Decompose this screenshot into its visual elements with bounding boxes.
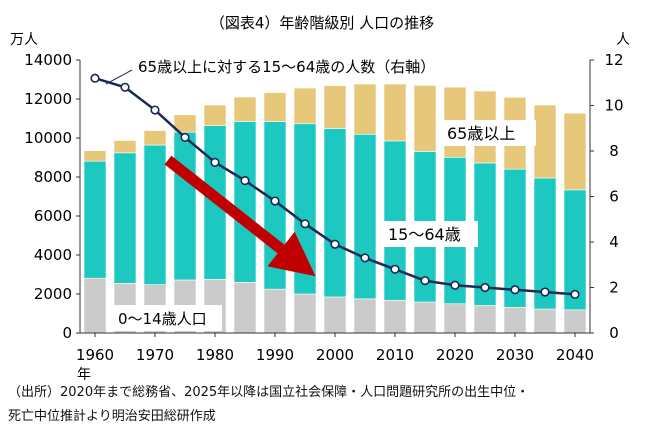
bar-segment-age-65-plus-1975 (173, 114, 197, 133)
ratio-point-1975 (180, 132, 190, 142)
bar-segment-age-0-14-1990 (263, 288, 287, 334)
left-axis-tick-label: 14000 (24, 51, 72, 69)
ratio-point-1980 (210, 157, 220, 167)
line-label-leader (105, 69, 133, 85)
ratio-point-2035 (540, 287, 550, 297)
ratio-point-2040 (570, 289, 580, 299)
bar-segment-age-65-plus-1995 (293, 87, 317, 125)
x-axis-tick-label: 2040 (556, 346, 594, 364)
bar-segment-age-15-64-1985 (233, 121, 257, 283)
bar-segment-age-0-14-1995 (293, 293, 317, 334)
right-axis-tick-label: 6 (609, 188, 619, 206)
chart-title: （図表4）年齢階級別 人口の推移 (210, 14, 434, 32)
x-axis-tick-label: 2010 (376, 346, 414, 364)
left-axis-unit: 万人 (10, 32, 38, 48)
ratio-line-series (90, 73, 580, 299)
right-axis-tick-label: 0 (609, 324, 619, 342)
bar-segment-age-0-14-1960 (83, 277, 107, 334)
right-axis-tick-label: 12 (604, 51, 623, 69)
left-axis-tick-label: 12000 (24, 90, 72, 108)
x-axis-tick-label: 1980 (196, 346, 234, 364)
ratio-point-2030 (510, 285, 520, 295)
source-note-line-2: 死亡中位推計より明治安田総研作成 (8, 409, 216, 424)
ratio-point-2025 (480, 282, 490, 293)
ratio-point-2010 (390, 264, 400, 274)
bar-segment-age-15-64-2010 (383, 140, 407, 301)
left-axis-tick-label: 10000 (24, 129, 72, 147)
bar-segment-age-0-14-2025 (473, 305, 497, 334)
right-axis-tick-label: 10 (604, 97, 623, 115)
x-axis-tick-label: 1960 (76, 346, 114, 364)
ratio-point-2000 (330, 239, 340, 249)
axes-group: 0 2000 4000 6000 8000 10000 12000 14000 0 2 4 6 8 10 1… (24, 51, 623, 380)
bar-segment-age-15-64-2000 (323, 128, 347, 298)
right-axis-tick-label: 8 (609, 142, 619, 160)
ratio-point-2005 (360, 253, 370, 263)
x-axis-tick-label: 2020 (436, 346, 474, 364)
population-chart: （図表4）年齢階級別 人口の推移 万人 人 0 2000 4000 6000 8000 1… (10, 14, 630, 380)
bar-segment-age-65-plus-1985 (233, 96, 257, 122)
source-note-line-1: （出所）2020年まで総務省、2025年以降は国立社会保障・人口問題研究所の出生… (8, 385, 530, 400)
bar-segment-age-65-plus-1960 (83, 150, 107, 162)
label-65-box (438, 120, 536, 146)
bar-segment-age-65-plus-2000 (323, 85, 347, 129)
ratio-point-1990 (270, 196, 280, 206)
ratio-point-1995 (300, 219, 310, 229)
bar-segment-age-65-plus-1965 (113, 140, 137, 154)
ratio-point-2015 (420, 276, 430, 286)
bar-segment-age-0-14-2010 (383, 299, 407, 334)
bar-segment-age-65-plus-1970 (143, 130, 167, 146)
bar-segment-age-15-64-1970 (143, 144, 167, 285)
left-axis-tick-label: 6000 (34, 207, 72, 225)
left-axis-tick-label: 4000 (34, 246, 72, 264)
bar-segment-age-15-64-1965 (113, 152, 137, 284)
label-15-64: 15～64歳 (388, 225, 461, 244)
right-axis-tick-label: 2 (609, 279, 619, 297)
ratio-point-1970 (150, 105, 160, 115)
left-axis-tick-label: 8000 (34, 168, 72, 186)
ratio-point-1960 (90, 73, 100, 83)
right-axis-tick-label: 4 (609, 233, 619, 251)
x-axis-tick-label: 1990 (256, 346, 294, 364)
right-axis-unit: 人 (616, 32, 630, 48)
x-axis-unit: 年 (77, 367, 91, 380)
line-series-label: 65歳以上に対する15～64歳の人数（右軸） (138, 58, 435, 76)
bar-segment-age-15-64-1995 (293, 123, 317, 295)
bar-segment-age-15-64-1975 (173, 131, 197, 281)
bar-segment-age-0-14-1985 (233, 281, 257, 334)
bar-segment-age-65-plus-2010 (383, 83, 407, 142)
x-axis-tick-label: 2000 (316, 346, 354, 364)
label-15-64-box (378, 221, 478, 247)
bar-segment-age-0-14-2005 (353, 298, 377, 334)
bar-segment-age-0-14-2015 (413, 301, 437, 334)
bar-segment-age-0-14-2040 (563, 309, 587, 334)
label-0-14-box (108, 305, 222, 331)
bar-segment-age-65-plus-2040 (563, 112, 587, 191)
bar-segment-age-0-14-2030 (503, 306, 527, 334)
bar-segment-age-65-plus-2005 (353, 83, 377, 135)
ratio-point-2020 (450, 280, 460, 290)
trend-arrow (164, 155, 316, 277)
label-65-plus: 65歳以上 (447, 124, 515, 143)
bar-segment-age-0-14-2000 (323, 296, 347, 334)
bar-segment-age-65-plus-1980 (203, 104, 227, 127)
bar-segment-age-15-64-2005 (353, 133, 377, 300)
bar-segment-age-65-plus-2015 (413, 85, 437, 152)
left-axis-tick-label: 0 (62, 324, 72, 342)
label-0-14: 0～14歳人口 (118, 310, 207, 328)
bar-segment-age-65-plus-1990 (263, 92, 287, 122)
bar-segment-age-65-plus-2035 (533, 104, 557, 179)
x-axis-tick-label: 1970 (136, 346, 174, 364)
bar-segment-age-0-14-2020 (443, 303, 467, 334)
bar-segment-age-0-14-2035 (533, 308, 557, 334)
ratio-point-1985 (240, 175, 250, 186)
left-axis-tick-label: 2000 (34, 285, 72, 303)
ratio-point-1965 (120, 82, 130, 92)
x-axis-tick-label: 2030 (496, 346, 534, 364)
bar-segment-age-15-64-1960 (83, 160, 107, 279)
